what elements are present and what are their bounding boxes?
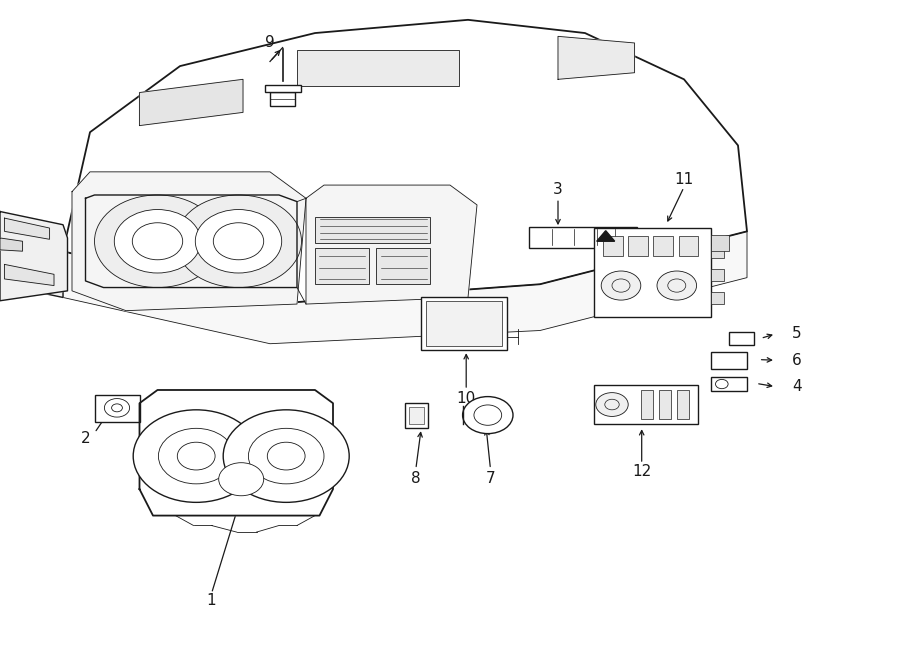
Circle shape	[716, 379, 728, 389]
Polygon shape	[63, 231, 747, 344]
Circle shape	[657, 271, 697, 300]
Circle shape	[596, 393, 628, 416]
Circle shape	[158, 428, 234, 484]
Circle shape	[223, 410, 349, 502]
Polygon shape	[558, 36, 634, 79]
Bar	[405, 403, 428, 428]
Bar	[679, 236, 698, 256]
Bar	[594, 228, 711, 317]
Text: 11: 11	[674, 172, 694, 187]
Bar	[315, 217, 430, 243]
Text: 12: 12	[632, 464, 652, 479]
Bar	[659, 390, 671, 419]
Circle shape	[219, 463, 264, 496]
Circle shape	[114, 210, 201, 273]
Circle shape	[463, 397, 513, 434]
Bar	[711, 292, 724, 304]
Bar	[594, 385, 698, 424]
Text: 4: 4	[792, 379, 802, 394]
Text: 7: 7	[486, 471, 495, 486]
Bar	[270, 92, 295, 106]
Bar	[421, 297, 507, 350]
Polygon shape	[0, 212, 68, 301]
Polygon shape	[4, 218, 50, 239]
Bar	[641, 390, 653, 419]
Circle shape	[94, 195, 220, 288]
Bar	[409, 407, 424, 424]
Polygon shape	[0, 238, 22, 251]
Bar	[603, 236, 623, 256]
Bar	[653, 236, 673, 256]
Polygon shape	[63, 20, 747, 304]
Text: 10: 10	[456, 391, 476, 407]
Bar	[376, 248, 430, 284]
Bar	[729, 332, 754, 345]
Circle shape	[601, 271, 641, 300]
Polygon shape	[306, 185, 477, 304]
Polygon shape	[140, 390, 333, 516]
Bar	[711, 269, 724, 281]
Bar	[529, 227, 637, 248]
Polygon shape	[4, 264, 54, 286]
Bar	[677, 390, 689, 419]
Bar	[315, 248, 369, 284]
Bar	[711, 377, 747, 391]
Text: 5: 5	[792, 327, 802, 341]
Polygon shape	[0, 238, 63, 297]
Bar	[297, 50, 459, 86]
Bar	[711, 235, 729, 251]
Text: 1: 1	[207, 593, 216, 608]
Bar	[94, 395, 140, 422]
Circle shape	[474, 405, 501, 425]
Bar	[426, 301, 502, 346]
Bar	[628, 236, 648, 256]
Circle shape	[195, 210, 282, 273]
Circle shape	[248, 428, 324, 484]
Polygon shape	[597, 231, 615, 241]
Text: 8: 8	[411, 471, 420, 486]
Text: 3: 3	[554, 182, 562, 197]
Bar	[711, 246, 724, 258]
Circle shape	[133, 410, 259, 502]
Polygon shape	[140, 79, 243, 126]
Circle shape	[176, 195, 302, 288]
Polygon shape	[72, 172, 306, 311]
Bar	[265, 85, 301, 92]
Text: 6: 6	[792, 353, 802, 368]
Text: 2: 2	[81, 431, 90, 446]
Text: 9: 9	[266, 34, 274, 50]
Circle shape	[104, 399, 130, 417]
Bar	[711, 352, 747, 369]
